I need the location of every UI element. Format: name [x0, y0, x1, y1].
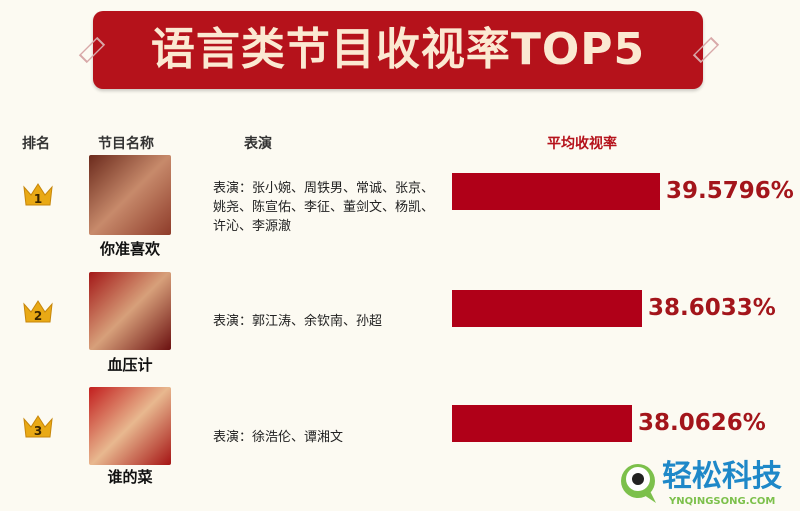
crown-icon: 2 — [23, 300, 53, 323]
rating-bar — [452, 290, 642, 327]
header-performers: 表演 — [244, 136, 272, 152]
watermark-url: YNQINGSONG.COM — [669, 496, 776, 507]
rank-number: 3 — [34, 424, 42, 438]
program-name: 谁的菜 — [107, 468, 153, 486]
program-thumbnail — [89, 387, 171, 465]
program-name: 血压计 — [107, 356, 153, 374]
program-thumbnail — [89, 272, 171, 350]
program-name: 你准喜欢 — [99, 240, 160, 258]
rank-number: 1 — [34, 192, 42, 206]
title-banner: 语言类节目收视率TOP5 — [93, 11, 703, 89]
header-program: 节目名称 — [98, 136, 154, 152]
rating-label: 39.5796% — [666, 178, 794, 204]
performers-text: 表演：徐浩伦、谭湘文 — [213, 430, 344, 445]
header-rank: 排名 — [22, 136, 50, 152]
performers-text: 表演：张小婉、周铁男、常诚、张京、姚尧、陈宣佑、李征、董剑文、杨凯、许沁、李源澈 — [213, 181, 435, 234]
logo-eye-icon — [621, 464, 656, 503]
watermark-logo: 轻松科技 YNQINGSONG.COM — [614, 461, 800, 509]
program-thumbnail — [89, 155, 171, 235]
rating-bar — [452, 173, 660, 210]
header-rating: 平均收视率 — [547, 136, 617, 152]
rating-bar — [452, 405, 633, 442]
rank-number: 2 — [34, 309, 42, 323]
rating-label: 38.6033% — [648, 295, 776, 321]
crown-icon: 1 — [23, 183, 53, 206]
watermark-name: 轻松科技 — [662, 459, 782, 494]
rating-label: 38.0626% — [638, 410, 766, 436]
crown-icon: 3 — [23, 415, 53, 438]
page-title: 语言类节目收视率TOP5 — [150, 24, 646, 75]
performers-text: 表演：郭江涛、余钦南、孙超 — [213, 314, 383, 329]
